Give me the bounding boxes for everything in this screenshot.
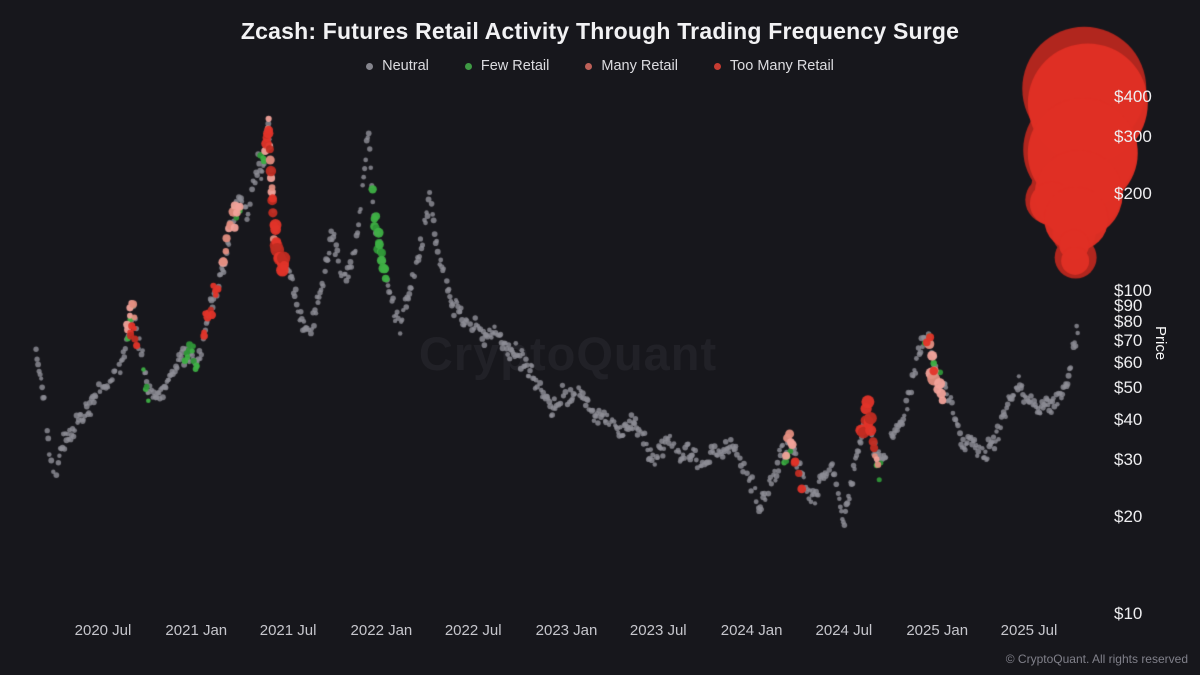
legend-label: Few Retail (480, 58, 550, 74)
y-axis-tick-label: $70 (1114, 331, 1143, 351)
y-axis-tick-label: $20 (1114, 506, 1143, 526)
legend-item-too-many-retail[interactable]: Too Many Retail (713, 58, 834, 74)
y-axis-tick-label: $200 (1114, 183, 1152, 203)
y-axis-tick-label: $10 (1114, 604, 1143, 623)
legend-label: Many Retail (601, 58, 678, 74)
x-axis-tick-label: 2020 Jul (74, 622, 132, 639)
legend-dot-too-many-retail-icon (713, 62, 721, 70)
y-axis-tick-label: $80 (1114, 312, 1143, 332)
y-axis-tick-label: $100 (1114, 281, 1152, 300)
x-axis-tick-label: 2021 Jan (165, 622, 228, 639)
x-axis-tick-label: 2024 Jul (815, 622, 873, 639)
x-axis-tick-label: 2022 Jan (350, 622, 413, 639)
legend-dot-few-retail-icon (464, 62, 472, 70)
legend-dot-many-retail-icon (585, 62, 593, 70)
legend-item-many-retail[interactable]: Many Retail (585, 58, 678, 74)
legend-item-neutral[interactable]: Neutral (366, 58, 429, 74)
x-axis-tick-label: 2023 Jul (629, 622, 687, 639)
x-axis-tick-label: 2025 Jan (906, 622, 969, 639)
x-axis-tick-label: 2025 Jul (1000, 622, 1058, 639)
chart-legend: Neutral Few Retail Many Retail Too Many … (0, 58, 1200, 74)
y-axis-tick-label: $60 (1114, 352, 1143, 372)
y-axis-tick-label: $400 (1114, 86, 1152, 106)
y-axis-tick-label: $30 (1114, 449, 1143, 469)
y-axis-tick-label: $50 (1114, 378, 1143, 398)
legend-item-few-retail[interactable]: Few Retail (464, 58, 550, 74)
x-axis-tick-label: 2022 Jul (444, 622, 502, 639)
price-axis-title: Price (1152, 326, 1169, 361)
x-axis-tick-label: 2024 Jan (720, 622, 783, 639)
legend-label: Neutral (382, 58, 429, 74)
x-axis-tick-label: 2023 Jan (535, 622, 598, 639)
y-axis-tick-label: $40 (1114, 409, 1143, 429)
legend-dot-neutral-icon (366, 62, 374, 70)
y-axis-tick-label: $300 (1114, 126, 1152, 146)
x-axis-tick-label: 2021 Jul (259, 622, 317, 639)
y-axis-tick-label: $90 (1114, 295, 1143, 315)
legend-label: Too Many Retail (729, 58, 834, 74)
page-title: Zcash: Futures Retail Activity Through T… (240, 18, 960, 44)
copyright-notice: © CryptoQuant. All rights reserved (1005, 652, 1188, 666)
